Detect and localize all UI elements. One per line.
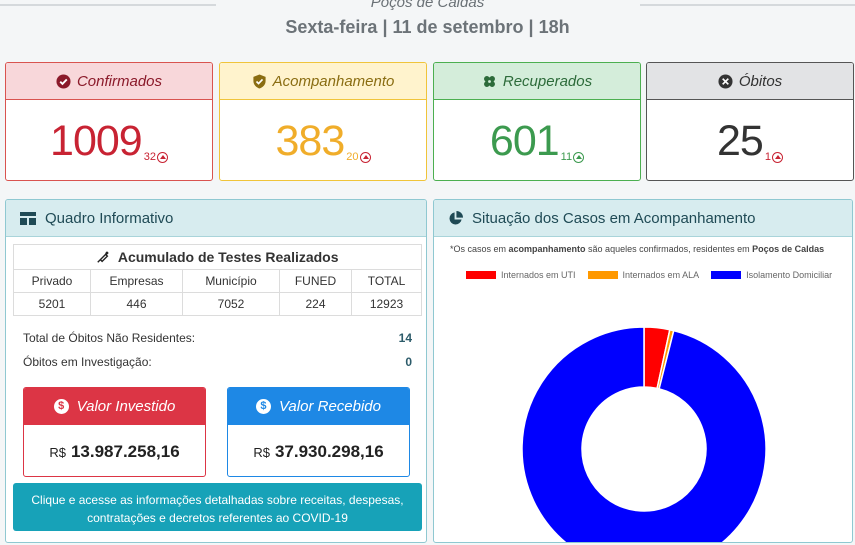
table-icon: [20, 211, 36, 225]
syringe-icon: [97, 251, 110, 263]
card-value: 601: [489, 116, 560, 165]
card-label: Acompanhamento: [272, 72, 395, 90]
valor-investido-box: $ Valor Investido R$ 13.987.258,16: [23, 387, 206, 477]
col-header: Empresas: [90, 269, 183, 293]
valor-recebido-body: R$ 37.930.298,16: [228, 425, 409, 476]
table-cell: 7052: [182, 292, 280, 316]
table-cell: 224: [279, 292, 352, 316]
tests-table: Acumulado de Testes Realizados Privado E…: [13, 244, 422, 316]
card-body: 383 20: [220, 100, 426, 180]
card-label: Recuperados: [502, 72, 593, 90]
tests-table-title-text: Acumulado de Testes Realizados: [117, 249, 339, 265]
legend-swatch: [587, 271, 618, 279]
city-name: Poços de Caldas: [370, 0, 485, 11]
legend-label: Isolamento Domiciliar: [746, 270, 833, 280]
delta-value: 1: [764, 151, 771, 163]
card-delta: 11: [560, 151, 585, 163]
legend-swatch: [711, 271, 742, 279]
legend-label: Internados em ALA: [622, 270, 700, 280]
valor-investido-body: R$ 13.987.258,16: [24, 425, 205, 476]
col-header: Privado: [13, 269, 91, 293]
dollar-icon: $: [53, 399, 69, 414]
panel-title: Situação dos Casos em Acompanhamento: [472, 209, 756, 227]
donut-chart: [521, 326, 767, 543]
arrow-up-icon: [359, 151, 371, 163]
card-header: Recuperados: [434, 63, 640, 100]
card-value: 25: [717, 116, 764, 165]
page-header: Poços de Caldas Sexta-feira | 11 de sete…: [0, 0, 855, 55]
currency-label: R$: [49, 445, 66, 460]
legend-item[interactable]: Internados em UTI: [466, 270, 576, 280]
note-bold: acompanhamento: [508, 244, 586, 254]
card-body: 601 11: [434, 100, 640, 180]
legend-item[interactable]: Isolamento Domiciliar: [711, 270, 832, 280]
legend-swatch: [466, 271, 496, 279]
dollar-icon: $: [255, 399, 271, 414]
card-label: Confirmados: [76, 72, 163, 90]
card-delta: 20: [346, 151, 371, 163]
panel-quadro-informativo: Quadro Informativo Acumulado de Testes R…: [5, 199, 427, 543]
card-delta: 1: [765, 151, 783, 163]
card-recuperados: Recuperados 601 11: [433, 62, 641, 181]
bandage-icon: [483, 75, 495, 87]
arrow-up-icon: [771, 151, 783, 163]
delta-value: 32: [143, 151, 156, 163]
valor-investido-header: $ Valor Investido: [24, 388, 205, 425]
valor-investido-value: 13.987.258,16: [70, 441, 180, 461]
shield-check-icon: [253, 73, 266, 89]
currency-label: R$: [253, 445, 270, 460]
arrow-up-icon: [156, 151, 168, 163]
valor-recebido-box: $ Valor Recebido R$ 37.930.298,16: [227, 387, 410, 477]
card-body: 1009 32: [6, 100, 212, 180]
card-body: 25 1: [647, 100, 853, 180]
panel-situacao-casos: Situação dos Casos em Acompanhamento *Os…: [433, 199, 853, 543]
card-confirmados: Confirmados 1009 32: [5, 62, 213, 181]
card-delta: 32: [144, 151, 168, 163]
card-label: Óbitos: [738, 72, 783, 90]
card-value: 1009: [50, 116, 143, 165]
info-row-value: 14: [398, 331, 412, 345]
card-obitos: Óbitos 25 1: [646, 62, 854, 181]
valor-recebido-label: Valor Recebido: [278, 398, 381, 415]
note-bold: Poços de Caldas: [752, 244, 825, 254]
header-divider-left: [0, 4, 216, 6]
valor-recebido-header: $ Valor Recebido: [228, 388, 409, 425]
delta-value: 11: [560, 151, 573, 163]
panel-title: Quadro Informativo: [45, 209, 174, 227]
report-date: Sexta-feira | 11 de setembro | 18h: [285, 17, 570, 37]
card-header: Confirmados: [6, 63, 212, 100]
table-cell: 5201: [13, 292, 91, 316]
times-circle-icon: [718, 73, 733, 89]
info-row-label: Total de Óbitos Não Residentes:: [23, 331, 196, 345]
covid-info-link-button[interactable]: Clique e acesse as informações detalhada…: [13, 483, 422, 531]
panel-header: Situação dos Casos em Acompanhamento: [434, 200, 852, 237]
card-acompanhamento: Acompanhamento 383 20: [219, 62, 427, 181]
col-header: TOTAL: [351, 269, 422, 293]
tests-table-title: Acumulado de Testes Realizados: [13, 244, 422, 270]
header-divider-right: [640, 4, 855, 6]
col-header: FUNED: [279, 269, 352, 293]
table-cell-total: 12923: [351, 292, 422, 316]
chart-legend: Internados em UTI Internados em ALA Isolam…: [466, 270, 844, 280]
donut-slice[interactable]: [521, 326, 767, 543]
table-cell: 446: [90, 292, 183, 316]
check-circle-icon: [56, 73, 71, 89]
info-row-value: 0: [405, 355, 412, 369]
col-header: Município: [182, 269, 280, 293]
card-header: Acompanhamento: [220, 63, 426, 100]
card-value: 383: [275, 116, 346, 165]
arrow-up-icon: [573, 151, 585, 163]
legend-label: Internados em UTI: [501, 270, 576, 280]
panel-header: Quadro Informativo: [6, 200, 426, 237]
info-row-label: Óbitos em Investigação:: [23, 355, 152, 369]
chart-note: *Os casos em acompanhamento são aqueles …: [450, 244, 824, 254]
delta-value: 20: [346, 151, 359, 163]
note-text: são aqueles confirmados, residentes em: [585, 244, 753, 254]
note-text: *Os casos em: [450, 244, 509, 254]
valor-recebido-value: 37.930.298,16: [274, 441, 384, 461]
valor-investido-label: Valor Investido: [76, 398, 176, 415]
card-header: Óbitos: [647, 63, 853, 100]
legend-item[interactable]: Internados em ALA: [587, 270, 700, 280]
pie-chart-icon: [449, 210, 463, 225]
